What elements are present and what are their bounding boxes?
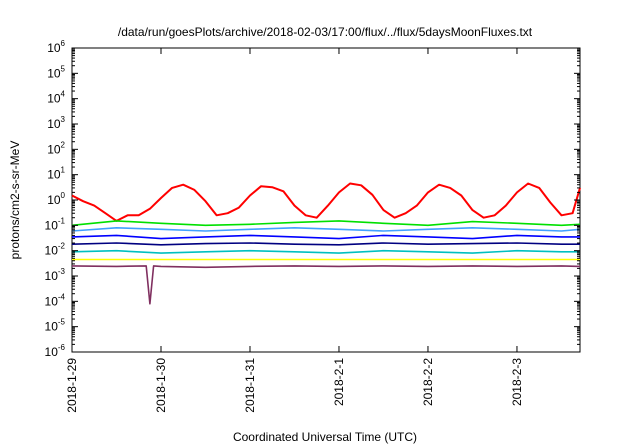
x-tick-label: 2018-2-1 <box>332 358 346 406</box>
y-tick-label: 105 <box>47 64 65 80</box>
x-tick-label: 2018-2-2 <box>421 358 435 406</box>
y-tick-label: 10-1 <box>45 216 66 232</box>
x-tick-label: 2018-1-30 <box>154 358 168 413</box>
y-tick-label: 10-6 <box>45 343 66 359</box>
y-tick-label: 106 <box>47 39 65 55</box>
x-axis-title: Coordinated Universal Time (UTC) <box>233 430 417 444</box>
series-line-6 <box>71 249 580 254</box>
series-line-1 <box>71 182 581 222</box>
x-tick-label: 2018-1-29 <box>65 358 79 413</box>
series-line-3 <box>71 227 581 232</box>
y-tick-label: 104 <box>47 90 65 106</box>
x-tick-label: 2018-1-31 <box>243 358 257 413</box>
x-tick-label: 2018-2-3 <box>510 358 524 406</box>
y-tick-label: 102 <box>47 140 65 156</box>
y-tick-label: 10-4 <box>45 292 66 308</box>
y-axis: 106 105 104 103 102 101 100 10-1 10-2 10-3 10-4 10-… <box>45 39 580 359</box>
y-tick-label: 10-3 <box>45 267 66 283</box>
plot-border <box>71 47 581 353</box>
series-line-2 <box>71 220 581 227</box>
series-group <box>71 182 581 305</box>
chart-title: /data/run/goesPlots/archive/2018-02-03/1… <box>118 25 533 39</box>
y-tick-label: 10-2 <box>45 242 66 258</box>
y-axis-title: protons/cm2-s-sr-MeV <box>8 141 22 260</box>
x-axis: 2018-1-29 2018-1-30 2018-1-31 2018-2-1 2018-… <box>65 48 524 413</box>
plot-frame <box>71 47 581 353</box>
series-line-4 <box>71 234 580 240</box>
series-line-5 <box>71 242 580 246</box>
y-tick-label: 103 <box>47 115 65 131</box>
y-tick-label: 100 <box>47 191 65 207</box>
series-line-8 <box>71 265 581 305</box>
y-tick-label: 10-5 <box>45 318 66 334</box>
y-tick-label: 101 <box>47 166 65 182</box>
